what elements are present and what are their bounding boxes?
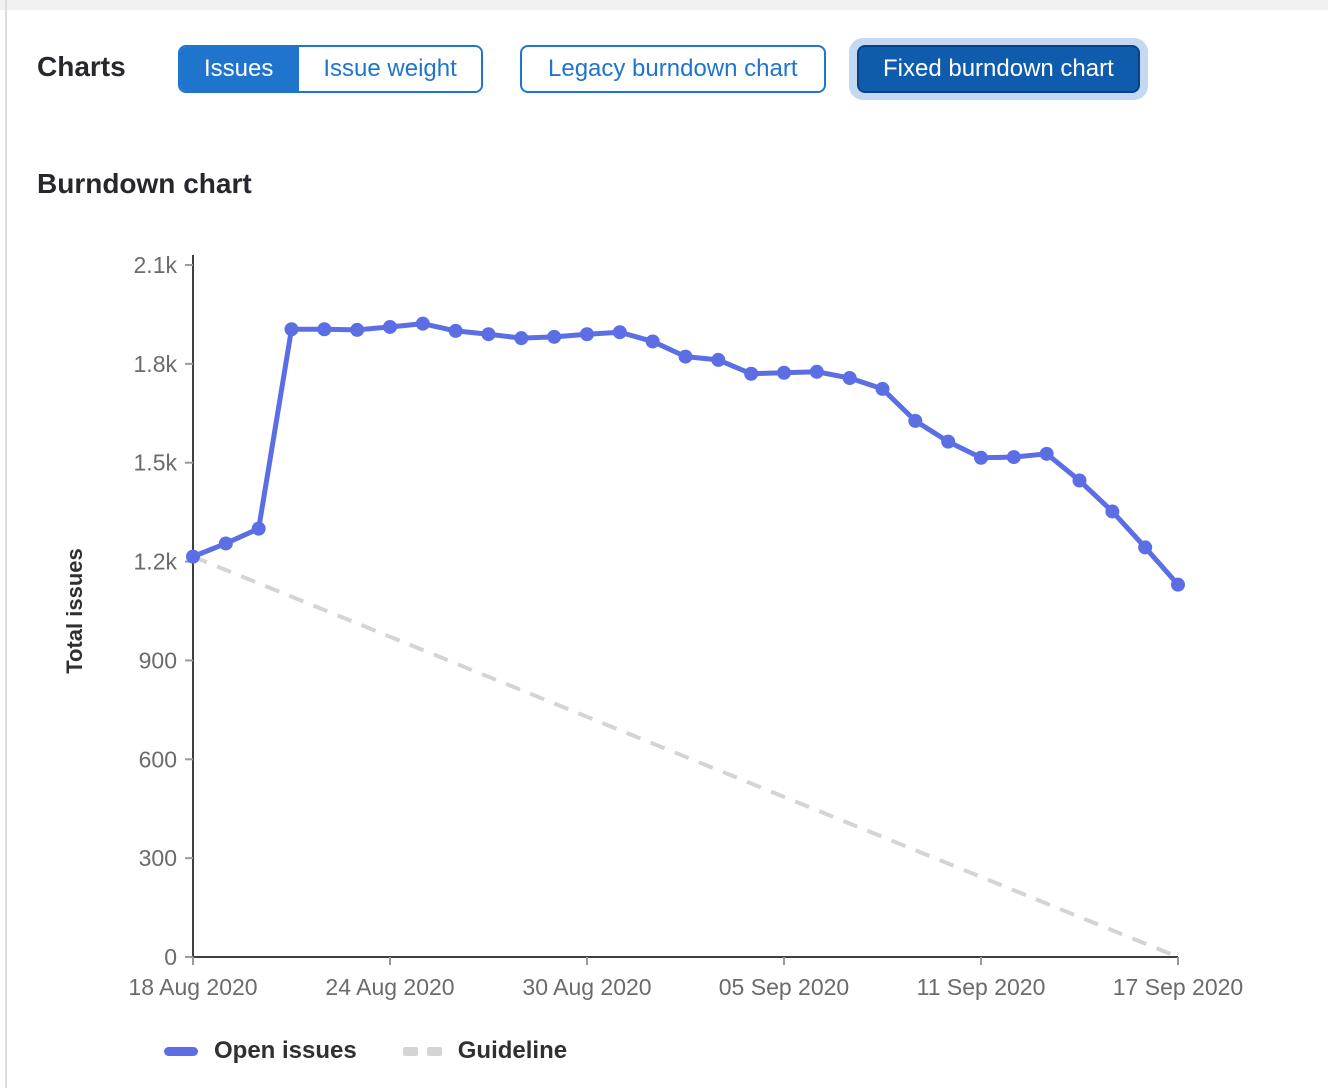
legend-label-open-issues: Open issues	[214, 1037, 357, 1064]
guideline-line	[192, 554, 1179, 959]
open-issues-point[interactable]	[415, 316, 430, 331]
open-issues-point[interactable]	[711, 352, 726, 367]
open-issues-point[interactable]	[809, 364, 824, 379]
open-issues-point[interactable]	[481, 327, 496, 342]
x-tick-label: 17 Sep 2020	[1113, 974, 1243, 1000]
x-tick-label: 24 Aug 2020	[325, 974, 454, 1000]
open-issues-point[interactable]	[875, 381, 890, 396]
open-issues-point[interactable]	[514, 331, 529, 346]
open-issues-point[interactable]	[1105, 504, 1120, 519]
burndown-chart-title: Burndown chart	[37, 168, 252, 199]
open-issues-point[interactable]	[186, 549, 200, 564]
open-issues-point[interactable]	[974, 450, 988, 465]
legend-item-guideline[interactable]: Guideline	[402, 1037, 568, 1065]
open-issues-point[interactable]	[645, 334, 660, 349]
legend-item-open-issues[interactable]: Open issues	[164, 1037, 357, 1065]
legend-label-guideline: Guideline	[457, 1037, 568, 1064]
charts-label: Charts	[37, 51, 126, 82]
open-issues-point[interactable]	[350, 322, 365, 337]
fixed-burndown-focus-ring: Fixed burndown chart	[849, 38, 1148, 100]
open-issues-point[interactable]	[842, 371, 857, 386]
open-issues-point[interactable]	[317, 322, 332, 337]
issues-toggle-button[interactable]: Issues	[180, 47, 298, 91]
open-issues-swatch	[164, 1046, 198, 1056]
open-issues-point[interactable]	[1171, 577, 1185, 592]
legacy-burndown-chart-button[interactable]: Legacy burndown chart	[520, 45, 826, 93]
x-tick-label: 30 Aug 2020	[522, 974, 651, 1000]
top-strip	[0, 0, 1328, 10]
open-issues-point[interactable]	[941, 434, 956, 449]
left-panel-border	[5, 0, 7, 1088]
y-tick-label: 1.8k	[134, 351, 178, 377]
open-issues-point[interactable]	[383, 319, 397, 334]
open-issues-point[interactable]	[251, 521, 266, 536]
y-tick-label: 1.5k	[134, 450, 178, 476]
open-issues-point[interactable]	[1006, 450, 1021, 465]
y-tick-label: 300	[139, 845, 177, 871]
open-issues-point[interactable]	[777, 365, 791, 380]
y-tick-label: 600	[139, 746, 177, 772]
issue-weight-toggle-button[interactable]: Issue weight	[297, 47, 481, 91]
metric-toggle-group: Issues Issue weight	[178, 45, 483, 93]
y-tick-label: 1.2k	[134, 549, 178, 575]
open-issues-point[interactable]	[580, 327, 594, 342]
x-tick-label: 11 Sep 2020	[917, 974, 1046, 1000]
open-issues-point[interactable]	[1039, 446, 1054, 461]
open-issues-point[interactable]	[448, 323, 463, 338]
open-issues-point[interactable]	[218, 536, 233, 551]
chart-legend: Open issues Guideline	[164, 1034, 567, 1068]
x-tick-label: 05 Sep 2020	[719, 974, 849, 1000]
open-issues-point[interactable]	[284, 322, 299, 337]
guideline-swatch	[402, 1046, 442, 1056]
y-tick-label: 2.1k	[134, 252, 178, 278]
y-tick-label: 0	[164, 944, 177, 970]
open-issues-point[interactable]	[678, 349, 693, 364]
open-issues-point[interactable]	[908, 413, 923, 428]
y-axis-title: Total issues	[62, 548, 87, 674]
open-issues-point[interactable]	[612, 325, 627, 340]
open-issues-point[interactable]	[744, 366, 759, 381]
open-issues-point[interactable]	[1072, 473, 1087, 488]
open-issues-point[interactable]	[1138, 540, 1153, 555]
open-issues-point[interactable]	[547, 329, 562, 344]
x-tick-label: 18 Aug 2020	[128, 974, 257, 1000]
y-tick-label: 900	[139, 647, 177, 673]
fixed-burndown-chart-button[interactable]: Fixed burndown chart	[857, 45, 1140, 93]
